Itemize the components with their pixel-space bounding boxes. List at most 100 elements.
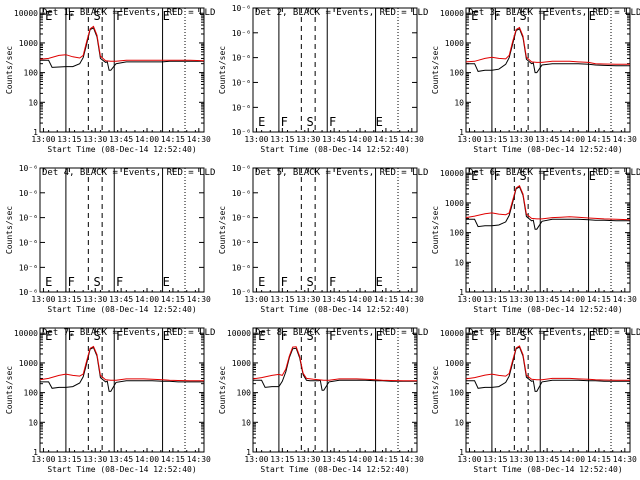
x-tick-label: 13:30: [509, 455, 533, 464]
x-tick-label: 13:00: [244, 455, 268, 464]
y-tick-label: 10: [454, 98, 464, 107]
x-tick-label: 13:45: [109, 295, 133, 304]
x-tick-label: 14:30: [400, 295, 424, 304]
segment-label: E: [589, 9, 596, 23]
lld-series-line: [252, 346, 417, 382]
y-tick-label: 10⁻⁶: [19, 189, 38, 198]
events-series-line: [466, 346, 630, 392]
y-tick-label: 10⁻⁶: [232, 4, 251, 13]
y-tick-label: 10⁻⁶: [232, 214, 251, 223]
x-tick-label: 14:00: [135, 135, 159, 144]
segment-label: F: [329, 115, 336, 129]
y-tick-label: 10⁻⁶: [232, 103, 251, 112]
y-tick-label: 10⁻⁶: [19, 164, 38, 173]
segment-label: S: [94, 9, 101, 23]
y-axis-label: Counts/sec: [5, 206, 14, 254]
y-tick-label: 10000: [440, 169, 464, 178]
segment-label: F: [116, 329, 123, 343]
x-tick-label: 13:45: [322, 135, 346, 144]
events-series-line: [40, 27, 204, 71]
x-tick-label: 13:00: [244, 295, 268, 304]
x-tick-label: 13:15: [270, 295, 294, 304]
y-axis-label: Counts/sec: [218, 46, 227, 94]
panel-title: Det 7, BLACK = Events, RED = LLD: [42, 328, 215, 338]
y-tick-label: 1: [33, 448, 38, 457]
x-tick-label: 14:15: [161, 135, 185, 144]
x-tick-label: 14:00: [135, 295, 159, 304]
segment-label: E: [589, 329, 596, 343]
segment-label: E: [45, 329, 52, 343]
y-tick-label: 10⁻⁶: [232, 164, 251, 173]
x-axis-label: Start Time (08-Dec-14 12:52:40): [260, 145, 409, 154]
segment-label: F: [542, 329, 549, 343]
x-tick-label: 14:00: [348, 295, 372, 304]
x-tick-label: 13:00: [244, 135, 268, 144]
y-axis-label: Counts/sec: [431, 206, 440, 254]
y-tick-label: 10: [28, 98, 38, 107]
segment-label: F: [281, 115, 288, 129]
y-tick-label: 100: [450, 229, 465, 238]
events-series-line: [466, 186, 630, 230]
x-tick-label: 13:00: [457, 455, 481, 464]
x-tick-label: 14:30: [613, 455, 637, 464]
lld-series-line: [39, 345, 204, 382]
y-tick-label: 1000: [445, 199, 464, 208]
segment-label: F: [68, 329, 75, 343]
y-tick-label: 1: [459, 448, 464, 457]
segment-label: F: [329, 329, 336, 343]
x-tick-label: 13:30: [509, 135, 533, 144]
panel-title: Det 1, BLACK = Events, RED = LLD: [42, 8, 215, 18]
events-series-line: [466, 28, 630, 74]
x-tick-label: 14:15: [161, 455, 185, 464]
segment-label: S: [520, 329, 527, 343]
panel-title: Det 3, BLACK = Events, RED = LLD: [468, 8, 640, 18]
panel-title: Det 4, BLACK = Events, RED = LLD: [42, 168, 215, 178]
segment-label: S: [94, 329, 101, 343]
x-axis-label: Start Time (08-Dec-14 12:52:40): [473, 145, 622, 154]
panel-title: Det 6, BLACK = Events, RED = LLD: [468, 168, 640, 178]
plot-frame: [252, 327, 418, 453]
y-tick-label: 10⁻⁶: [19, 263, 38, 272]
x-tick-label: 13:45: [535, 135, 559, 144]
y-tick-label: 10000: [440, 9, 464, 18]
y-tick-label: 1000: [445, 359, 464, 368]
segment-label: S: [520, 9, 527, 23]
lld-series-line: [465, 26, 630, 65]
segment-label: F: [494, 329, 501, 343]
y-tick-label: 10⁻⁶: [232, 54, 251, 63]
x-tick-label: 14:30: [187, 455, 211, 464]
segment-label: E: [45, 9, 52, 23]
lld-series-line: [39, 25, 205, 62]
x-tick-label: 13:15: [57, 135, 81, 144]
y-tick-label: 10: [28, 418, 38, 427]
y-tick-label: 1: [459, 288, 464, 297]
x-tick-label: 14:15: [374, 455, 398, 464]
y-tick-label: 10: [454, 258, 464, 267]
events-series-line: [253, 347, 417, 391]
x-axis-label: Start Time (08-Dec-14 12:52:40): [473, 305, 622, 314]
x-axis-label: Start Time (08-Dec-14 12:52:40): [473, 465, 622, 474]
segment-label: E: [471, 169, 478, 183]
panel-title: Det 9, BLACK = Events, RED = LLD: [468, 328, 640, 338]
y-tick-label: 1000: [232, 359, 251, 368]
x-tick-label: 14:15: [161, 295, 185, 304]
plot-frame: [252, 167, 418, 293]
x-axis-label: Start Time (08-Dec-14 12:52:40): [47, 145, 196, 154]
segment-label: E: [258, 275, 265, 289]
segment-label: E: [376, 329, 383, 343]
x-tick-label: 14:30: [187, 135, 211, 144]
segment-label: F: [542, 9, 549, 23]
x-tick-label: 13:30: [83, 135, 107, 144]
x-axis-label: Start Time (08-Dec-14 12:52:40): [260, 465, 409, 474]
y-tick-label: 10⁻⁶: [19, 214, 38, 223]
plot-frame: [465, 167, 631, 293]
x-tick-label: 13:00: [31, 135, 55, 144]
segment-label: E: [258, 115, 265, 129]
segment-label: F: [68, 9, 75, 23]
segment-label: S: [520, 169, 527, 183]
segment-label: S: [307, 329, 314, 343]
